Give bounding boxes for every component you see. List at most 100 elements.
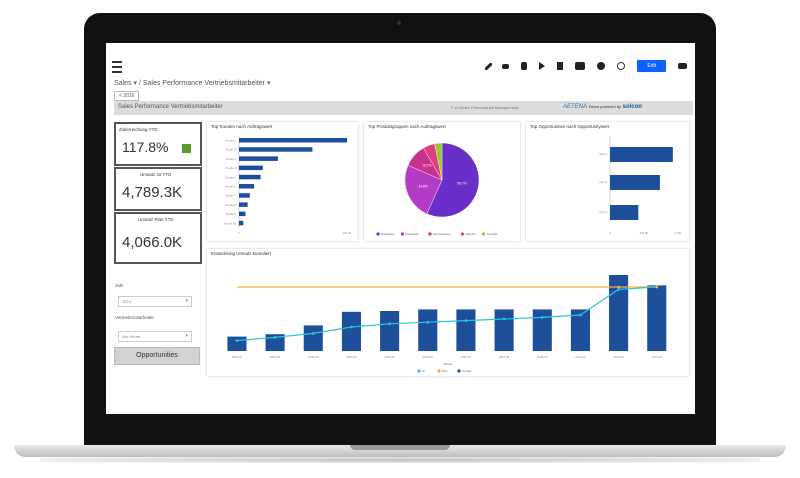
legend-swatch <box>437 369 441 373</box>
bar <box>239 220 244 226</box>
series-point <box>426 320 430 324</box>
tick-label: 1.0M <box>675 231 682 235</box>
bar <box>418 309 438 351</box>
tick-label: 2016-11 <box>614 355 625 359</box>
bar <box>380 311 400 351</box>
tick-label: Kunde 3 <box>226 157 237 161</box>
undo-icon[interactable] <box>502 63 510 69</box>
bar <box>239 202 248 207</box>
bookmark-icon[interactable] <box>557 62 564 70</box>
tick-label: Kunde 7 <box>226 194 237 198</box>
series-point <box>464 319 468 322</box>
share-icon[interactable] <box>678 63 687 69</box>
tick-label: 2016-07 <box>461 355 472 359</box>
kpi-label: Zielerreichung YTD <box>119 127 158 132</box>
panel-umsatz-kumuliert: Entwicklung Umsatz kumuliert 2016-01 2016… <box>207 249 689 376</box>
chart-umsatz-kumuliert: 2016-01 2016-02 2016-03 2016-04 2016-05 2016-… <box>227 275 667 373</box>
copy-icon[interactable] <box>521 62 528 70</box>
tick-label: Kunde 10 <box>224 221 236 225</box>
series-point <box>388 322 392 326</box>
series-line-ist <box>236 286 657 342</box>
series-point <box>617 288 621 291</box>
hamburger-menu-icon[interactable] <box>112 61 122 73</box>
page-header-bar: Sales Performance Vertriebsmitarbeiter ↗… <box>114 101 693 115</box>
pie-slice <box>426 142 480 218</box>
tick-label: 100.0K <box>343 231 352 235</box>
tick-label: 2016-01 <box>232 355 243 359</box>
kpi-value: 117.8% <box>122 139 169 155</box>
legend-label: Ist <box>422 369 425 373</box>
tick-label: 2016-06 <box>423 355 434 359</box>
series-point <box>540 316 544 319</box>
refresh-icon[interactable] <box>617 62 626 70</box>
legend-swatch <box>417 369 421 373</box>
chevron-down-icon[interactable]: ▾ <box>133 80 137 87</box>
kpi-label: Umsatz Ist YTD <box>140 172 172 177</box>
edit-button[interactable]: Edit <box>637 60 666 72</box>
legend-label: Umsatz <box>462 369 472 373</box>
brand-logo: AETENA Direct powered by solcon <box>563 104 642 110</box>
tick-label: 0 <box>238 231 240 235</box>
breadcrumb-root[interactable]: Sales <box>114 80 132 87</box>
breadcrumb-separator: / <box>138 80 141 87</box>
employee-select[interactable]: Alle Werte ▾ <box>118 331 192 342</box>
slice-label: 56.7% <box>457 181 466 185</box>
panel-top-kunden: Top Kunden nach Auftragswert Kunde 1 Kund… <box>207 122 358 241</box>
bar <box>239 147 313 152</box>
series-point <box>311 332 315 335</box>
status-square-icon <box>182 144 191 153</box>
chevron-down-icon: ▾ <box>185 298 188 304</box>
play-icon[interactable] <box>539 62 546 70</box>
tick-label: Kunde 5 <box>226 175 237 179</box>
bar <box>239 174 261 180</box>
management-link[interactable]: ↗ zu Sales Performance Management <box>450 105 519 110</box>
legend-swatch <box>482 232 486 236</box>
slice-label: 10.1% <box>422 163 431 167</box>
legend-label: Sonstige <box>487 232 498 236</box>
bar <box>303 325 323 351</box>
tick-label: 2016-05 <box>384 355 395 359</box>
year-select[interactable]: 2016 ▾ <box>118 296 192 307</box>
page-title: Sales Performance Vertriebsmitarbeiter <box>118 104 223 110</box>
breadcrumb-page[interactable]: Sales Performance Vertriebsmitarbeiter <box>142 80 266 87</box>
bar <box>647 285 667 351</box>
employee-filter-label: Vertriebsmitarbeiter <box>115 315 155 320</box>
bar <box>610 175 660 190</box>
kpi-card-umsatz-plan: Umsatz Plan YTD 4,066.0K <box>114 212 202 264</box>
chart-top-kunden: Kunde 1 Kunde 2 Kunde 3 Kunde 4 Kunde 5 Kunde… <box>224 136 352 235</box>
year-chip[interactable]: < 2016 <box>114 91 140 101</box>
legend-swatch <box>428 232 432 236</box>
bar <box>239 138 347 143</box>
laptop-notch <box>350 445 450 450</box>
legend-label: Plan <box>442 369 448 373</box>
panel-title: Top Kunden nach Auftragswert <box>211 124 273 129</box>
text-icon[interactable] <box>575 62 586 70</box>
chart-produktgruppen: 56.7% 24.8% 10.1% Maschinen Ersatzteile Diens… <box>376 142 498 236</box>
series-point <box>655 285 659 289</box>
tick-label: 2016-04 <box>346 355 357 359</box>
tick-label: Opp 2 <box>599 180 607 184</box>
x-axis-label: Monat <box>444 362 453 366</box>
tick-label: 2016-10 <box>575 355 586 359</box>
bar <box>456 309 476 351</box>
tick-label: 2016-03 <box>308 355 319 359</box>
panel-top-opportunities: Top Opportunities nach Opportunitywert O… <box>526 122 689 241</box>
bar <box>610 205 639 220</box>
tick-label: Kunde 9 <box>226 212 237 216</box>
kpi-card-umsatz-ist: Umsatz Ist YTD 4,789.3K <box>114 167 202 211</box>
kpi-card-zielerreichung: Zielerreichung YTD 117.8% <box>114 122 202 166</box>
bar <box>239 184 255 189</box>
tick-label: Kunde 6 <box>226 185 237 189</box>
opportunities-button[interactable]: Opportunities <box>114 347 200 365</box>
bar <box>227 336 247 351</box>
legend-label: Dienstleistung <box>433 232 451 236</box>
chevron-down-icon[interactable]: ▾ <box>266 80 271 87</box>
toolbar-icons: Edit <box>484 60 687 72</box>
legend-swatch <box>376 232 380 236</box>
series-point <box>502 317 506 321</box>
pencil-icon[interactable] <box>484 61 494 71</box>
bar <box>494 309 514 351</box>
legend-swatch <box>457 369 461 373</box>
panel-title: Top Produktgruppen nach Auftragswert <box>368 124 446 129</box>
help-icon[interactable] <box>597 62 606 70</box>
